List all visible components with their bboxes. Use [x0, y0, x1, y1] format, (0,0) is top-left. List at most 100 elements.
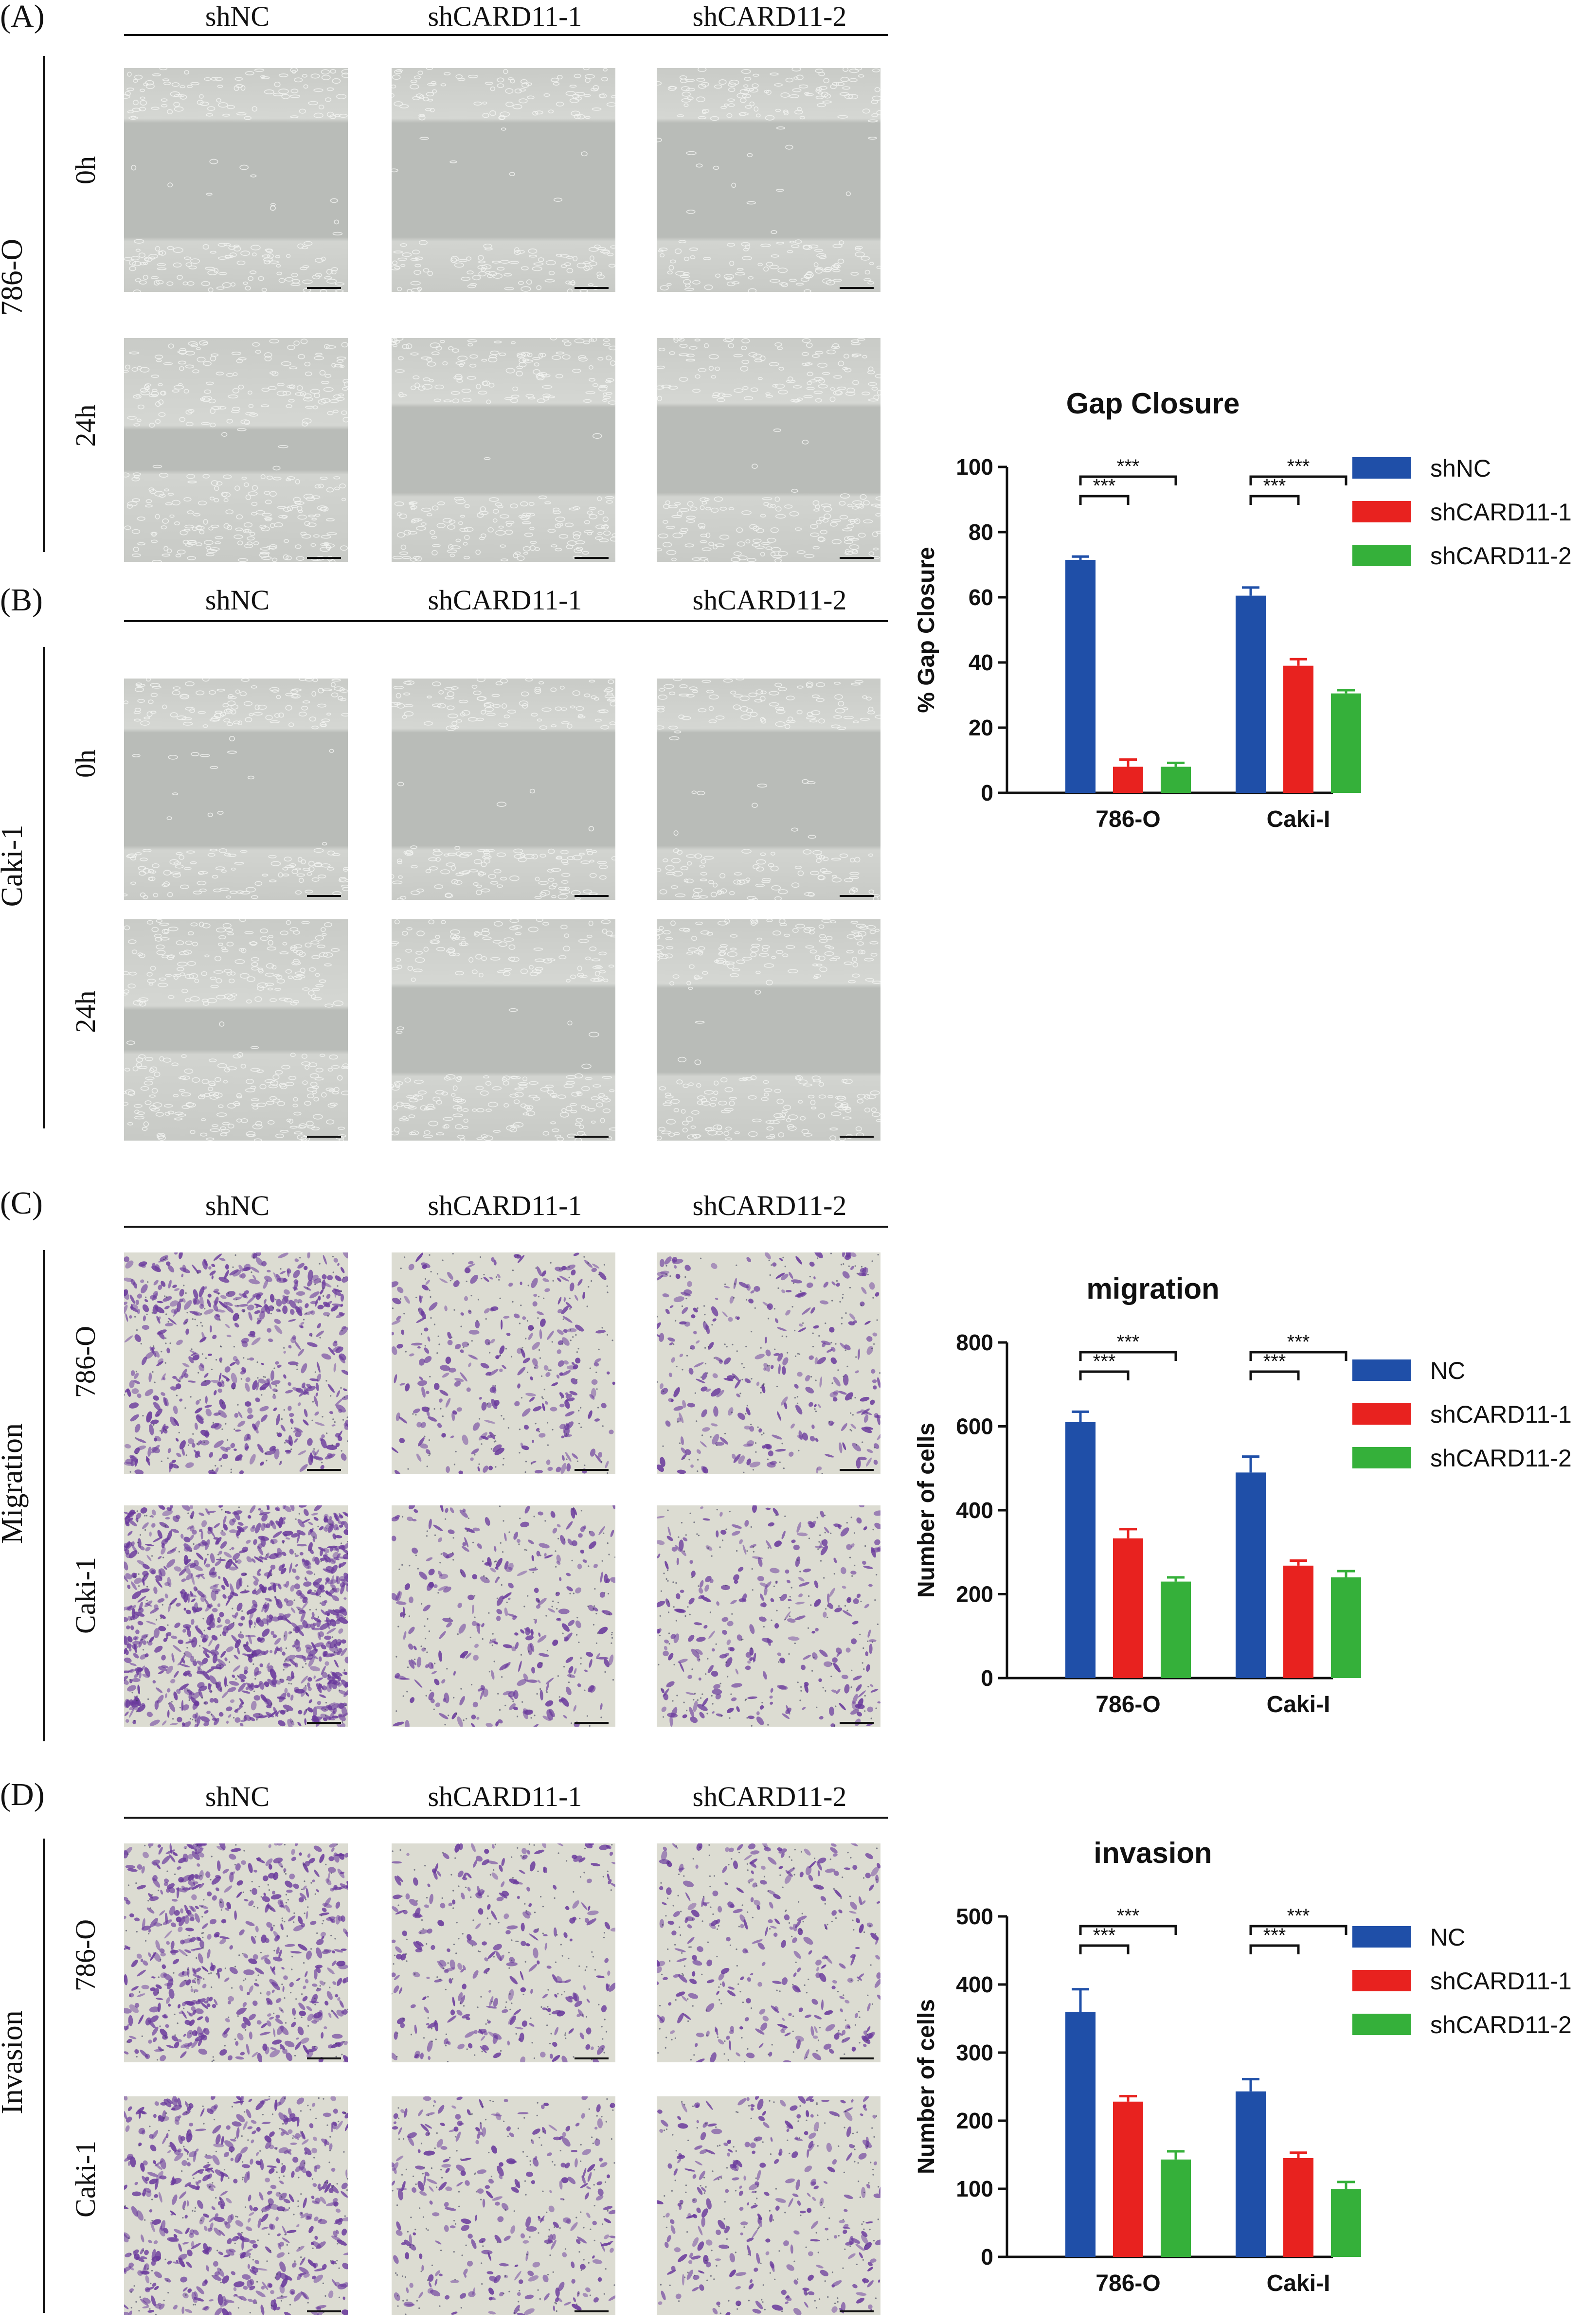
legend-label: shCARD11-2	[1430, 1445, 1572, 1472]
micrograph-tile	[657, 679, 880, 900]
bar	[1236, 595, 1266, 793]
row-label: 0h	[70, 750, 101, 778]
y-axis-label: % Gap Closure	[914, 547, 939, 713]
bar	[1283, 665, 1313, 793]
x-tick-label: Caki-I	[1267, 2270, 1330, 2296]
significance-bracket	[1249, 1351, 1347, 1361]
legend-label: shCARD11-2	[1430, 2011, 1572, 2038]
significance-label: ***	[1093, 1351, 1116, 1372]
y-tick-label: 400	[956, 1498, 993, 1523]
significance-label: ***	[1263, 1351, 1286, 1372]
y-tick-label: 800	[956, 1330, 993, 1355]
significance-label: ***	[1117, 1905, 1140, 1927]
column-header: shCARD11-1	[428, 1190, 582, 1221]
bar	[1331, 693, 1361, 793]
legend-label: shNC	[1430, 455, 1491, 482]
significance-bracket	[1249, 1370, 1300, 1380]
column-header: shNC	[205, 0, 270, 32]
row-label: 786-O	[70, 1325, 101, 1398]
row-group-label: Caki-1	[0, 824, 29, 907]
significance-bracket	[1249, 1925, 1347, 1935]
legend-swatch	[1352, 1447, 1411, 1468]
group-rule	[43, 1250, 45, 1741]
significance-bracket	[1079, 475, 1177, 485]
panel-label-a: (A)	[0, 0, 45, 34]
row-label: 24h	[70, 990, 101, 1033]
column-header: shNC	[205, 1190, 270, 1221]
legend-swatch	[1352, 501, 1411, 522]
legend-label: shCARD11-1	[1430, 499, 1572, 526]
scale-bar	[840, 1136, 874, 1138]
x-tick-label: 786-O	[1096, 2270, 1160, 2296]
micrograph-tile	[124, 68, 348, 292]
micrograph-tile	[124, 1843, 348, 2062]
panel-label-b: (B)	[0, 582, 43, 618]
micrograph-tile	[124, 1252, 348, 1474]
scale-bar	[840, 1722, 874, 1724]
micrograph-tile	[392, 679, 615, 900]
legend-label: shCARD11-1	[1430, 1967, 1572, 1995]
bar	[1161, 1581, 1191, 1678]
bar	[1113, 1538, 1143, 1678]
significance-bracket	[1079, 1351, 1177, 1361]
header-rule	[124, 34, 888, 36]
bar	[1331, 1577, 1361, 1678]
legend-swatch	[1352, 1359, 1411, 1381]
scale-bar	[575, 1136, 609, 1138]
scale-bar	[840, 1469, 874, 1471]
y-tick-label: 200	[956, 2108, 993, 2133]
significance-label: ***	[1263, 475, 1286, 497]
y-tick-label: 40	[969, 650, 993, 675]
header-rule	[124, 620, 888, 622]
legend-label: NC	[1430, 1924, 1465, 1951]
invasion-chart: invasion 0 100 200 300 400 500 Number of cells 7…	[914, 1837, 1572, 2296]
significance-label: ***	[1117, 456, 1140, 477]
micrograph-tile	[392, 2096, 615, 2315]
legend-label: shCARD11-1	[1430, 1401, 1572, 1428]
y-tick-label: 500	[956, 1904, 993, 1929]
header-rule	[124, 1817, 888, 1819]
scale-bar	[840, 2310, 874, 2312]
bar	[1331, 2189, 1361, 2257]
x-tick-label: 786-O	[1096, 1692, 1160, 1717]
scale-bar	[575, 2310, 609, 2312]
scale-bar	[307, 557, 341, 559]
scale-bar	[840, 287, 874, 289]
y-tick-label: 0	[981, 1665, 993, 1691]
scale-bar	[575, 895, 609, 897]
y-tick-label: 100	[956, 2176, 993, 2201]
micrograph-tile	[657, 919, 880, 1141]
row-group-label: 786-O	[0, 238, 29, 316]
significance-label: ***	[1287, 1331, 1310, 1353]
micrograph-tile	[657, 338, 880, 562]
micrograph-tile	[392, 1843, 615, 2062]
micrograph-tile	[657, 68, 880, 292]
significance-label: ***	[1117, 1331, 1140, 1353]
scale-bar	[575, 2057, 609, 2059]
row-label: Caki-1	[70, 1557, 101, 1634]
micrograph-tile	[392, 1505, 615, 1727]
gap-closure-chart: Gap Closure 0 20 40 60 80 100 % Gap Closure 786-…	[914, 387, 1572, 832]
bar	[1161, 2159, 1191, 2257]
column-header: shCARD11-2	[692, 0, 847, 32]
bar	[1065, 1422, 1096, 1678]
significance-label: ***	[1263, 1925, 1286, 1946]
column-header: shNC	[205, 1781, 270, 1812]
legend-label: shCARD11-2	[1430, 542, 1572, 570]
y-tick-label: 0	[981, 2244, 993, 2270]
significance-label: ***	[1287, 1905, 1310, 1927]
chart-title: Gap Closure	[1066, 387, 1240, 420]
bar	[1065, 559, 1096, 793]
column-header: shNC	[205, 584, 270, 616]
y-tick-label: 600	[956, 1414, 993, 1439]
scale-bar	[307, 895, 341, 897]
micrograph-tile	[392, 338, 615, 562]
bar	[1283, 1565, 1313, 1678]
micrograph-tile	[124, 2096, 348, 2315]
micrograph-tile	[657, 1843, 880, 2062]
y-tick-label: 200	[956, 1582, 993, 1607]
y-axis-label: Number of cells	[914, 1999, 939, 2174]
header-rule	[124, 1226, 888, 1228]
micrograph-tile	[124, 1505, 348, 1727]
y-tick-label: 80	[969, 519, 993, 545]
